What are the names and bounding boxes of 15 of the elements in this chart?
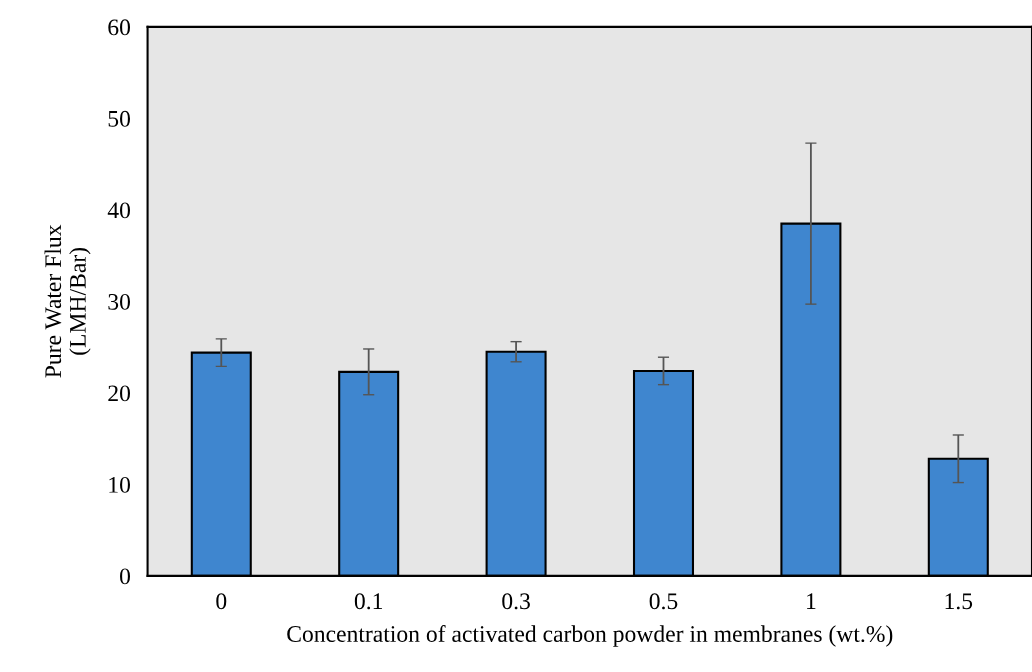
y-tick-label: 0 bbox=[120, 568, 131, 585]
x-axis-title: Concentration of activated carbon powder in membranes (wt.%) bbox=[287, 625, 893, 647]
y-tick-label: 40 bbox=[107, 202, 131, 219]
x-tick-label: 0.5 bbox=[649, 593, 678, 610]
y-tick-label: 30 bbox=[108, 293, 131, 310]
x-tick-label: 1 bbox=[807, 593, 816, 609]
x-tick-label: 1.5 bbox=[945, 593, 973, 610]
y-tick-label: 60 bbox=[108, 19, 131, 36]
y-axis-title: Pure Water Flux (LMH/Bar) bbox=[44, 224, 91, 378]
x-tick-label: 0.3 bbox=[502, 593, 530, 610]
y-tick-label: 50 bbox=[108, 110, 131, 127]
x-tick-label: 0.1 bbox=[354, 593, 383, 610]
y-tick-label: 10 bbox=[109, 476, 131, 493]
x-tick-label: 0 bbox=[216, 593, 227, 610]
y-tick-label: 20 bbox=[108, 385, 131, 402]
